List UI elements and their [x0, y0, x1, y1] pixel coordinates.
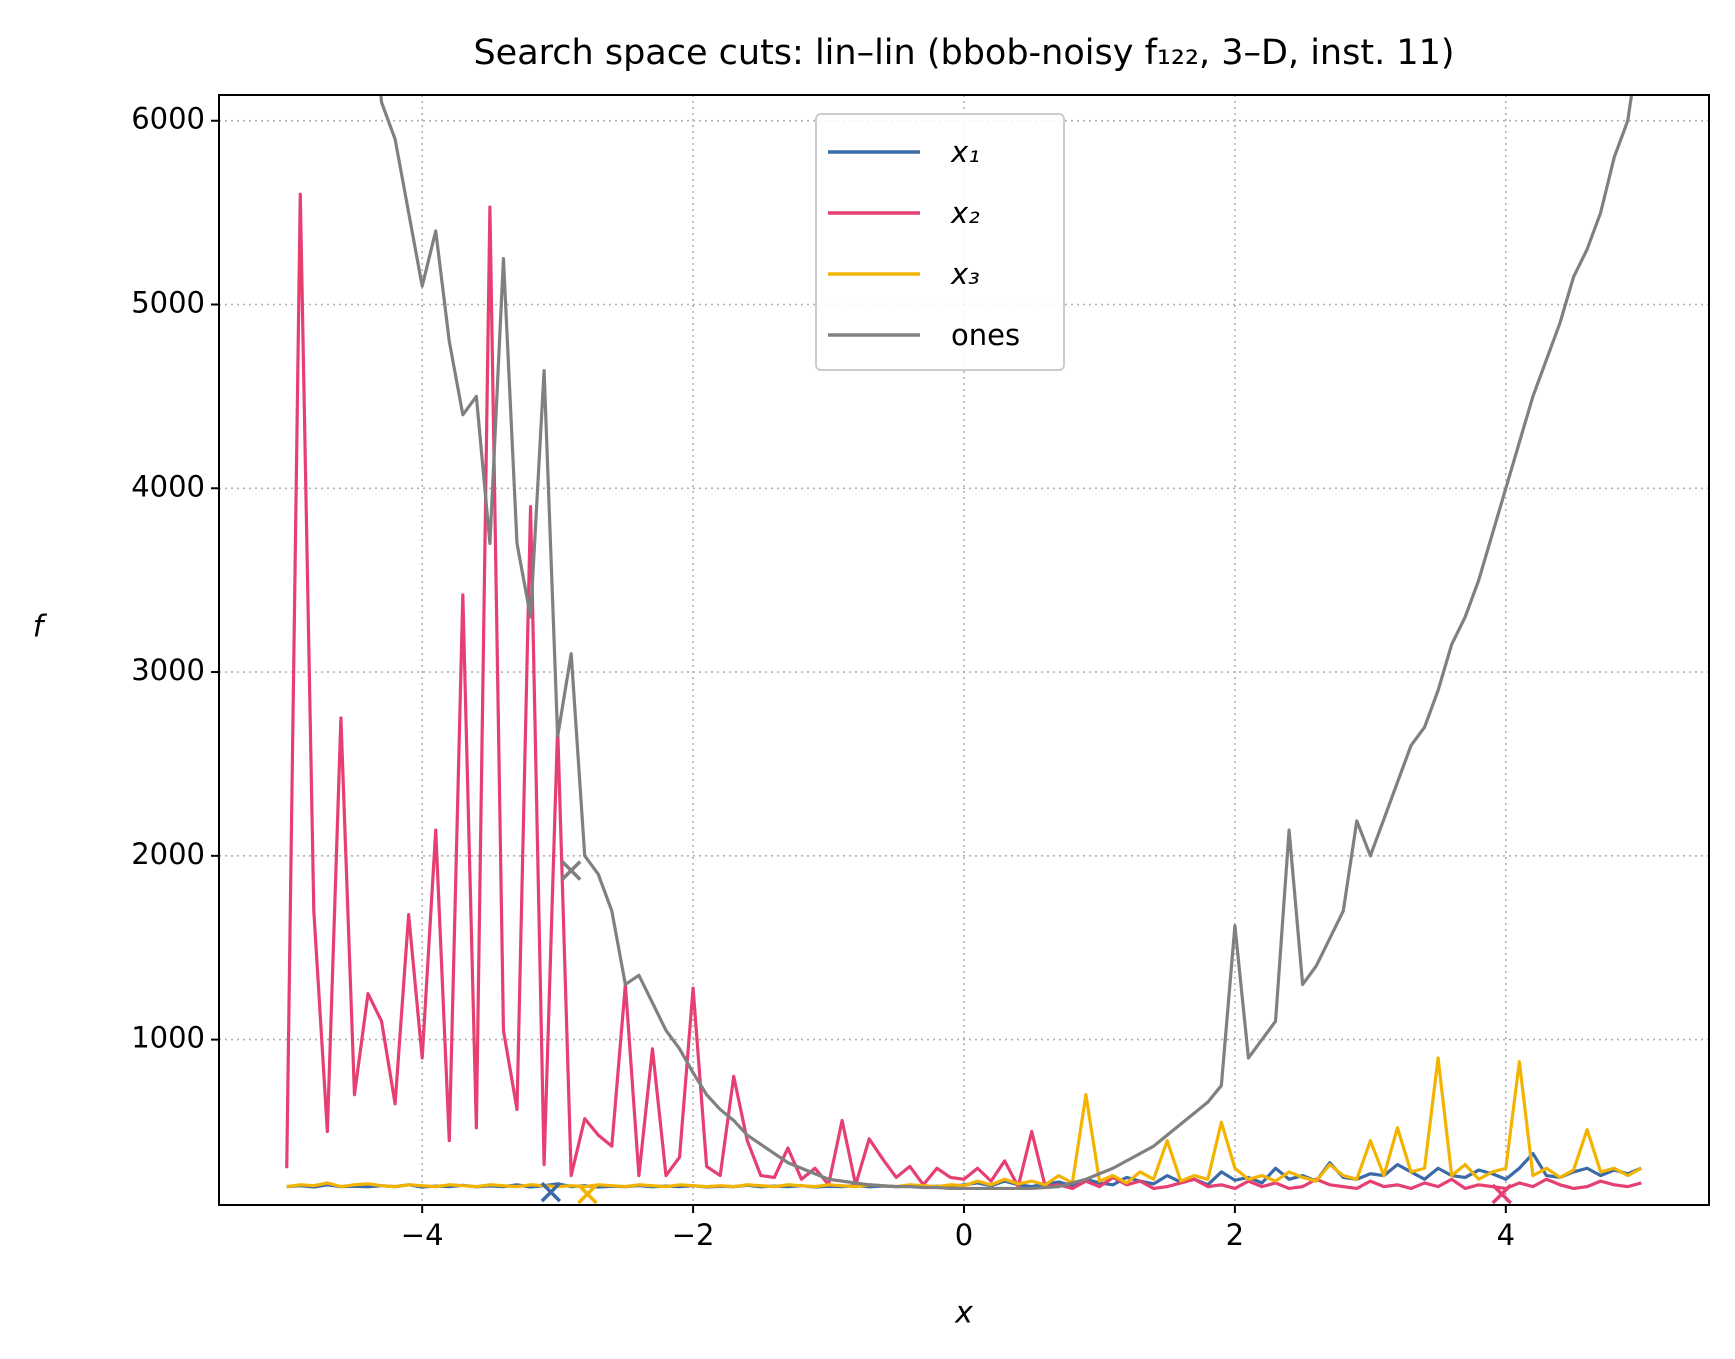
legend-label: x₁	[950, 135, 980, 169]
series-line	[286, 1056, 1643, 1189]
x-tick-label: 2	[1226, 1218, 1244, 1252]
y-tick-label: 3000	[131, 653, 205, 687]
legend-box	[815, 113, 1065, 371]
plot-area	[285, 95, 1643, 1205]
legend-label: x₃	[950, 257, 980, 291]
legend: x₁ x₂ x₃ ones	[815, 113, 1065, 371]
y-tick-label: 5000	[131, 286, 205, 320]
y-tick-label: 4000	[131, 469, 205, 503]
x-axis-label: x	[954, 1296, 973, 1331]
marker	[560, 860, 582, 881]
marker	[1491, 1183, 1512, 1205]
ticks: −4 −2 0 2 4 1000 2000 3000 4000 5000 6000	[131, 102, 1515, 1252]
series-line	[379, 95, 1634, 1191]
x-tick-label: −4	[401, 1218, 444, 1252]
x-tick-label: −2	[672, 1218, 715, 1252]
x-tick-label: 4	[1497, 1218, 1515, 1252]
marker	[577, 1183, 598, 1205]
x-tick-label: 0	[955, 1218, 973, 1252]
y-tick-label: 6000	[131, 102, 205, 136]
chart-title: Search space cuts: lin–lin (bbob-noisy f…	[473, 33, 1454, 73]
y-tick-label: 2000	[131, 837, 205, 871]
legend-label: x₂	[950, 196, 980, 230]
y-tick-label: 1000	[131, 1021, 205, 1055]
marker	[540, 1181, 562, 1203]
legend-label: ones	[951, 318, 1020, 352]
series-line	[285, 192, 1642, 1191]
